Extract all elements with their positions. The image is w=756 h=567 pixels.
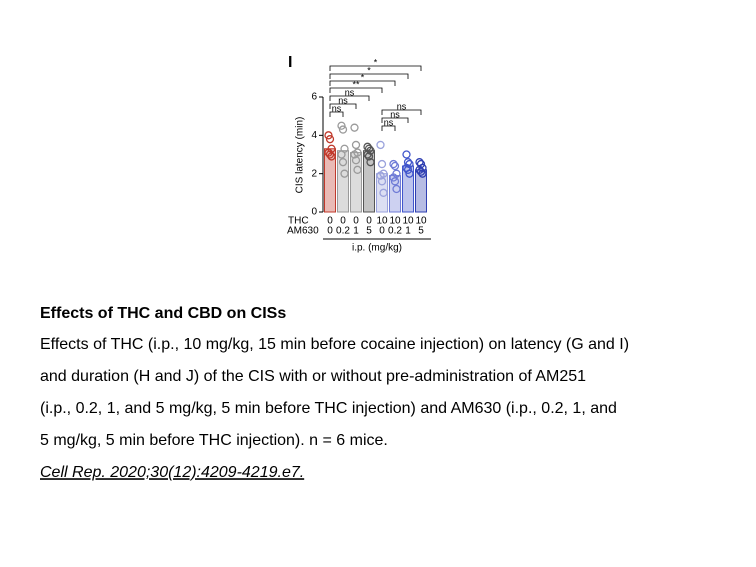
y-tick-label: 2	[311, 168, 317, 179]
data-point	[350, 150, 359, 159]
significance-label: ns	[390, 109, 400, 119]
data-point	[364, 144, 374, 153]
panel-label: I	[288, 54, 292, 71]
data-point	[389, 159, 398, 169]
x-tick-label: 10	[376, 216, 388, 227]
data-point	[350, 123, 359, 132]
data-point	[377, 159, 387, 169]
significance-bracket	[381, 117, 409, 123]
data-point	[324, 131, 333, 140]
data-point	[353, 165, 362, 174]
x-axis-label: i.p. (mg/kg)	[352, 243, 402, 254]
significance-bracket	[329, 80, 396, 86]
significance-label: ns	[397, 101, 407, 111]
x-tick-label: 1	[353, 226, 359, 237]
caption-line: Effects of THC (i.p., 10 mg/kg, 15 min b…	[40, 336, 629, 353]
caption-line: and duration (H and J) of the CIS with o…	[40, 368, 586, 385]
data-point	[389, 173, 398, 182]
y-tick-label: 6	[311, 92, 317, 103]
x-tick-label: 0	[340, 216, 346, 227]
x-tick-label: 0.2	[388, 226, 402, 237]
data-point	[405, 169, 414, 178]
data-point	[376, 140, 385, 150]
x-tick-label: 1	[405, 226, 411, 237]
x-tick-label: 10	[402, 216, 414, 227]
data-point	[325, 150, 335, 159]
data-point	[403, 165, 413, 174]
data-point	[390, 161, 400, 171]
significance-bracket	[381, 109, 422, 115]
x-tick-label: 0	[379, 226, 385, 237]
significance-bracket	[329, 103, 357, 109]
caption-title: Effects of THC and CBD on CISs	[40, 305, 286, 322]
bar	[389, 175, 401, 213]
data-point	[416, 167, 426, 176]
row-label: THC	[288, 216, 309, 227]
significance-label: *	[374, 57, 378, 67]
significance-label: *	[367, 65, 371, 75]
data-point	[402, 150, 411, 159]
data-point	[390, 177, 400, 186]
data-point	[392, 184, 401, 194]
data-point	[366, 158, 375, 167]
citation[interactable]: Cell Rep. 2020;30(12):4209-4219.e7.	[40, 464, 304, 481]
data-point	[403, 158, 413, 167]
x-tick-label: 0	[353, 216, 359, 227]
data-point	[379, 188, 388, 197]
x-tick-label: 0.2	[336, 226, 350, 237]
significance-bracket	[381, 125, 396, 131]
significance-label: ns	[384, 117, 394, 127]
significance-label: ns	[345, 87, 355, 97]
significance-bracket	[329, 73, 409, 79]
significance-bracket	[329, 111, 344, 117]
bar	[350, 152, 362, 213]
significance-label: *	[361, 72, 365, 82]
data-point	[364, 152, 374, 161]
y-axis-label: CIS latency (min)	[295, 117, 306, 194]
data-point	[376, 171, 385, 180]
x-tick-label: 0	[366, 216, 372, 227]
x-tick-label: 5	[418, 226, 424, 237]
significance-bracket	[329, 65, 422, 71]
significance-bracket	[329, 87, 383, 93]
significance-bracket	[329, 95, 370, 101]
data-point	[418, 169, 427, 178]
y-tick-label: 0	[311, 207, 317, 218]
x-tick-label: 0	[327, 226, 333, 237]
caption-line: 5 mg/kg, 5 min before THC injection). n …	[40, 432, 388, 449]
significance-label: **	[352, 79, 360, 89]
row-label: AM630	[287, 226, 319, 237]
data-point	[338, 158, 348, 167]
x-tick-label: 5	[366, 226, 372, 237]
data-point	[377, 177, 387, 186]
data-point	[416, 159, 426, 169]
y-tick-label: 4	[311, 130, 317, 141]
data-point	[337, 121, 346, 130]
data-point	[338, 125, 348, 134]
data-point	[327, 152, 336, 161]
data-point	[340, 169, 349, 178]
x-tick-label: 10	[389, 216, 401, 227]
data-point	[325, 135, 335, 144]
data-point	[337, 150, 346, 159]
significance-label: ns	[338, 95, 348, 105]
significance-label: ns	[332, 103, 342, 113]
x-tick-label: 10	[415, 216, 427, 227]
data-point	[351, 140, 361, 150]
data-point	[363, 150, 372, 159]
data-point	[351, 156, 361, 165]
caption-line: (i.p., 0.2, 1, and 5 mg/kg, 5 min before…	[40, 400, 617, 417]
x-tick-label: 0	[327, 216, 333, 227]
bar	[337, 150, 349, 213]
